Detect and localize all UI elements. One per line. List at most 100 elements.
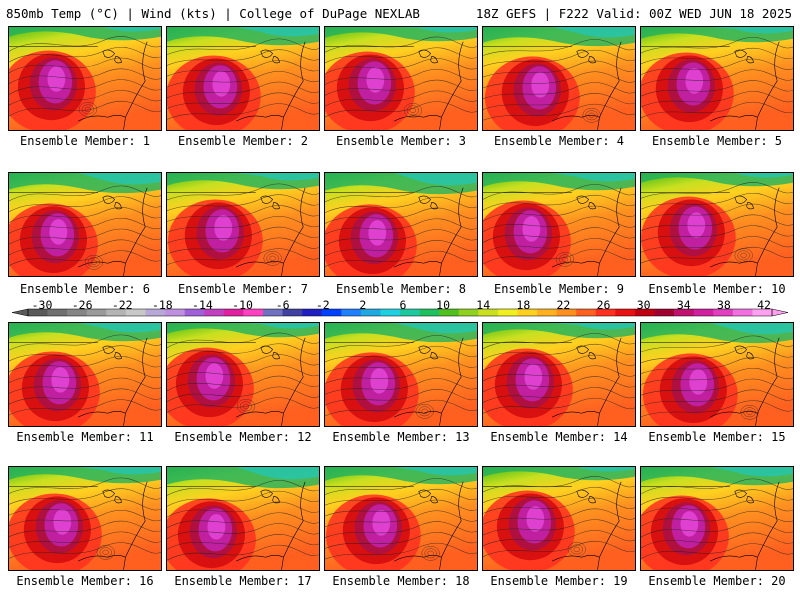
ensemble-member-label: Ensemble Member: 2 [177,134,309,148]
temperature-field-map [9,173,161,276]
colorbar-tick-label: 14 [476,298,491,312]
colorbar-swatch [654,309,675,316]
temperature-field-map [167,323,319,426]
ensemble-member-label: Ensemble Member: 15 [648,430,786,444]
ensemble-map-6 [8,172,162,277]
colorbar-swatch [106,309,127,316]
ensemble-member-label: Ensemble Member: 3 [335,134,467,148]
ensemble-map-10 [640,172,794,277]
temperature-field-map [483,27,635,130]
colorbar-swatch [556,309,577,316]
temperature-field-map [167,27,319,130]
colorbar-swatch [713,309,734,316]
colorbar-swatch [380,309,401,316]
ensemble-member-label: Ensemble Member: 7 [177,282,309,296]
colorbar-swatch [243,309,264,316]
ensemble-member-label: Ensemble Member: 11 [16,430,154,444]
ensemble-member-label: Ensemble Member: 1 [19,134,151,148]
ensemble-member-label: Ensemble Member: 8 [335,282,467,296]
colorbar-swatch [125,309,146,316]
ensemble-map-1 [8,26,162,131]
header-left-title: 850mb Temp (°C) | Wind (kts) | College o… [6,6,420,21]
colorbar-tick-label: 6 [399,298,407,312]
ensemble-member-label: Ensemble Member: 20 [648,574,786,588]
ensemble-member-label: Ensemble Member: 13 [332,430,470,444]
colorbar-right-arrow [771,308,789,317]
colorbar-left-arrow [11,308,29,317]
temperature-field-map [325,27,477,130]
colorbar-tick-label: -6 [275,298,290,312]
temperature-field-map [641,173,793,276]
colorbar-swatch [634,309,655,316]
colorbar-swatch [86,309,107,316]
ensemble-map-14 [482,322,636,427]
colorbar-tick-label: -14 [192,298,213,312]
colorbar-swatch [145,309,166,316]
colorbar-tick-label: 22 [556,298,571,312]
colorbar-swatch [537,309,557,316]
ensemble-map-3 [324,26,478,131]
temperature-field-map [641,467,793,570]
ensemble-map-9 [482,172,636,277]
colorbar-tick-label: 10 [436,298,451,312]
colorbar-swatch [439,309,460,316]
colorbar-tick-label: -10 [232,298,253,312]
ensemble-map-17 [166,466,320,571]
ensemble-member-label: Ensemble Member: 17 [174,574,312,588]
colorbar-swatch [458,309,479,316]
ensemble-map-12 [166,322,320,427]
ensemble-member-label: Ensemble Member: 12 [174,430,312,444]
temperature-field-map [325,173,477,276]
colorbar-swatch [341,309,362,316]
colorbar-tick-label: 42 [757,298,771,312]
ensemble-map-15 [640,322,794,427]
ensemble-member-label: Ensemble Member: 4 [493,134,625,148]
temperature-field-map [167,173,319,276]
colorbar-swatch [321,309,342,316]
ensemble-map-8 [324,172,478,277]
temperature-field-map [641,27,793,130]
ensemble-map-7 [166,172,320,277]
colorbar-swatch [400,309,420,316]
ensemble-map-2 [166,26,320,131]
ensemble-member-label: Ensemble Member: 5 [651,134,783,148]
colorbar-swatch [615,309,636,316]
colorbar-tick-label: -2 [315,298,330,312]
ensemble-member-label: Ensemble Member: 16 [16,574,154,588]
temperature-field-map [483,467,635,570]
colorbar-swatch [184,309,205,316]
ensemble-map-5 [640,26,794,131]
ensemble-map-13 [324,322,478,427]
colorbar-swatch [282,309,303,316]
temperature-field-map [167,467,319,570]
ensemble-member-label: Ensemble Member: 6 [19,282,151,296]
colorbar-swatch [67,309,88,316]
colorbar-tick-label: -30 [31,298,53,312]
colorbar-swatch [165,309,185,316]
colorbar-swatch [693,309,714,316]
ensemble-member-label: Ensemble Member: 19 [490,574,628,588]
colorbar-swatch [497,309,518,316]
colorbar-swatch [360,309,381,316]
temperature-colorbar [11,308,789,317]
colorbar-tick-label: 18 [516,298,531,312]
colorbar-tick-label: 34 [676,298,691,312]
colorbar-tick-label: 38 [716,298,731,312]
colorbar-swatch [302,309,322,316]
colorbar-tick-label: 30 [636,298,651,312]
colorbar-tick-label: 26 [596,298,611,312]
ensemble-map-11 [8,322,162,427]
ensemble-member-label: Ensemble Member: 18 [332,574,470,588]
temperature-field-map [641,323,793,426]
temperature-field-map [483,323,635,426]
ensemble-map-4 [482,26,636,131]
temperature-field-map [9,27,161,130]
colorbar-swatch [674,309,694,316]
ensemble-member-label: Ensemble Member: 10 [648,282,786,296]
colorbar-swatch [595,309,616,316]
colorbar-swatch [47,309,68,316]
colorbar-swatch [262,309,283,316]
colorbar-swatch [732,309,753,316]
colorbar-tick-label: 2 [359,298,367,312]
colorbar-tick-label: -18 [151,298,173,312]
